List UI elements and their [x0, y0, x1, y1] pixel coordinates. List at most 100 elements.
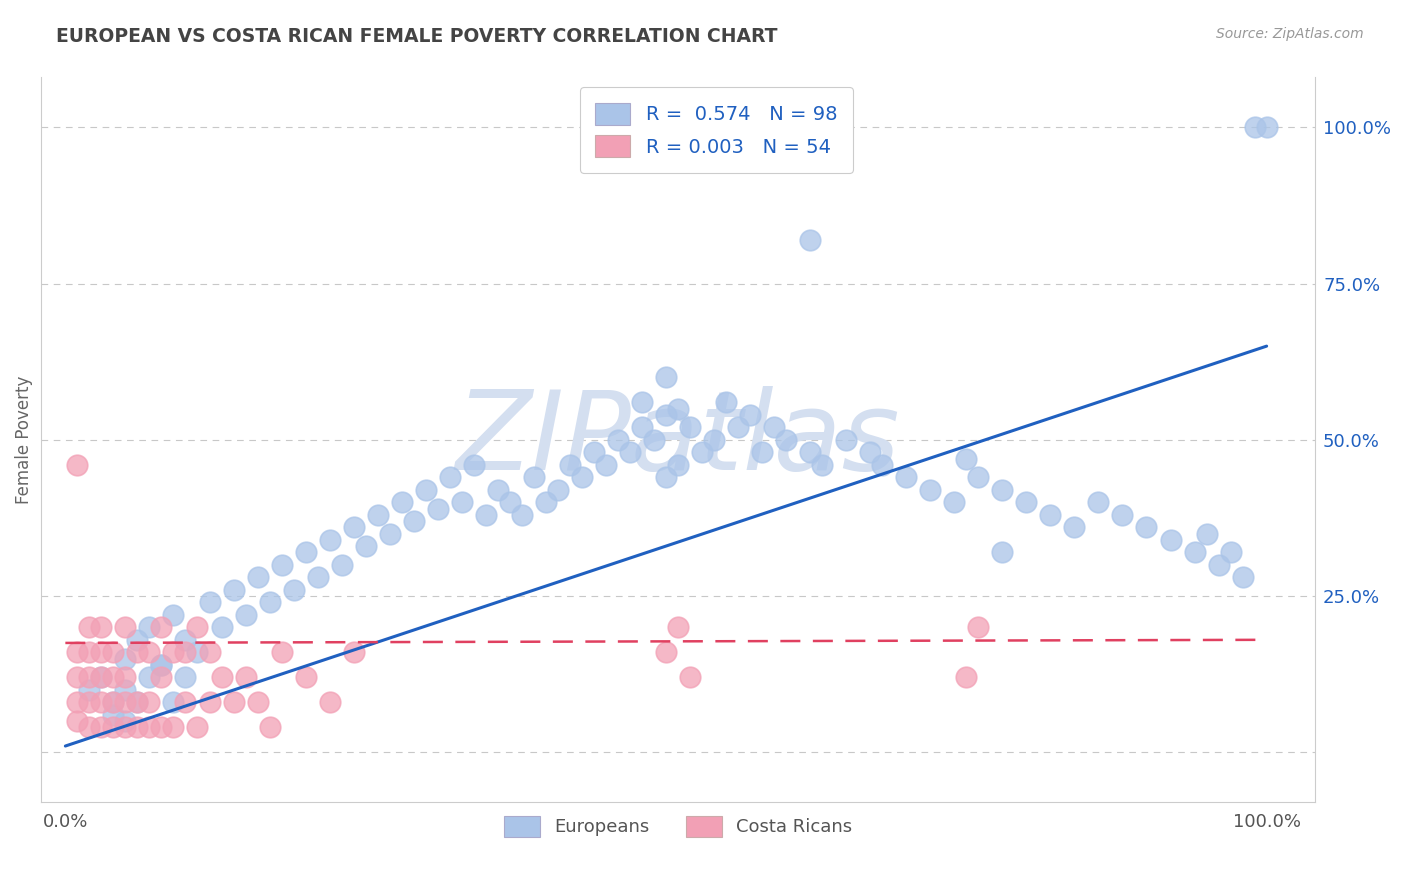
Point — [127, 695, 149, 709]
Point — [79, 645, 101, 659]
Point — [1195, 526, 1218, 541]
Point — [775, 433, 797, 447]
Point — [90, 695, 112, 709]
Point — [378, 526, 401, 541]
Point — [90, 720, 112, 734]
Point — [150, 670, 173, 684]
Y-axis label: Female Poverty: Female Poverty — [15, 376, 32, 504]
Point — [114, 714, 136, 728]
Point — [235, 670, 257, 684]
Point — [510, 508, 533, 522]
Point — [150, 620, 173, 634]
Point — [835, 433, 858, 447]
Point — [1039, 508, 1062, 522]
Point — [1087, 495, 1109, 509]
Point — [114, 651, 136, 665]
Point — [103, 695, 125, 709]
Point — [499, 495, 522, 509]
Point — [666, 401, 689, 416]
Point — [66, 670, 89, 684]
Point — [450, 495, 472, 509]
Point — [307, 570, 329, 584]
Point — [475, 508, 498, 522]
Point — [631, 420, 654, 434]
Point — [367, 508, 389, 522]
Point — [138, 720, 160, 734]
Point — [558, 458, 581, 472]
Point — [294, 670, 316, 684]
Point — [186, 720, 208, 734]
Point — [655, 645, 678, 659]
Point — [1232, 570, 1254, 584]
Point — [666, 458, 689, 472]
Point — [211, 620, 233, 634]
Point — [318, 533, 340, 547]
Point — [150, 657, 173, 672]
Point — [463, 458, 485, 472]
Point — [811, 458, 834, 472]
Point — [343, 520, 366, 534]
Text: ZIPatlas: ZIPatlas — [456, 386, 900, 493]
Point — [103, 670, 125, 684]
Point — [138, 620, 160, 634]
Point — [943, 495, 966, 509]
Point — [595, 458, 617, 472]
Point — [763, 420, 786, 434]
Point — [174, 645, 197, 659]
Point — [330, 558, 353, 572]
Point — [523, 470, 546, 484]
Point — [439, 470, 461, 484]
Point — [1184, 545, 1206, 559]
Point — [114, 682, 136, 697]
Point — [127, 632, 149, 647]
Point — [415, 483, 437, 497]
Point — [198, 595, 221, 609]
Point — [174, 695, 197, 709]
Point — [198, 645, 221, 659]
Point — [643, 433, 665, 447]
Point — [103, 695, 125, 709]
Point — [354, 539, 377, 553]
Point — [547, 483, 569, 497]
Point — [259, 720, 281, 734]
Point — [90, 620, 112, 634]
Point — [222, 582, 245, 597]
Point — [343, 645, 366, 659]
Point — [66, 714, 89, 728]
Point — [66, 645, 89, 659]
Point — [114, 720, 136, 734]
Point — [150, 657, 173, 672]
Point — [727, 420, 749, 434]
Point — [162, 695, 184, 709]
Point — [1160, 533, 1182, 547]
Point — [703, 433, 725, 447]
Point — [127, 695, 149, 709]
Point — [1111, 508, 1133, 522]
Point — [235, 607, 257, 622]
Point — [114, 670, 136, 684]
Point — [174, 632, 197, 647]
Text: Source: ZipAtlas.com: Source: ZipAtlas.com — [1216, 27, 1364, 41]
Point — [186, 645, 208, 659]
Legend: Europeans, Costa Ricans: Europeans, Costa Ricans — [496, 809, 859, 844]
Point — [127, 645, 149, 659]
Point — [1208, 558, 1230, 572]
Point — [270, 558, 292, 572]
Point — [150, 720, 173, 734]
Point — [666, 620, 689, 634]
Point — [90, 670, 112, 684]
Point — [655, 470, 678, 484]
Point — [259, 595, 281, 609]
Point — [162, 607, 184, 622]
Point — [1063, 520, 1085, 534]
Point — [920, 483, 942, 497]
Point — [294, 545, 316, 559]
Point — [896, 470, 918, 484]
Point — [619, 445, 641, 459]
Point — [870, 458, 893, 472]
Point — [690, 445, 713, 459]
Point — [103, 645, 125, 659]
Point — [714, 395, 737, 409]
Point — [127, 720, 149, 734]
Point — [402, 514, 425, 528]
